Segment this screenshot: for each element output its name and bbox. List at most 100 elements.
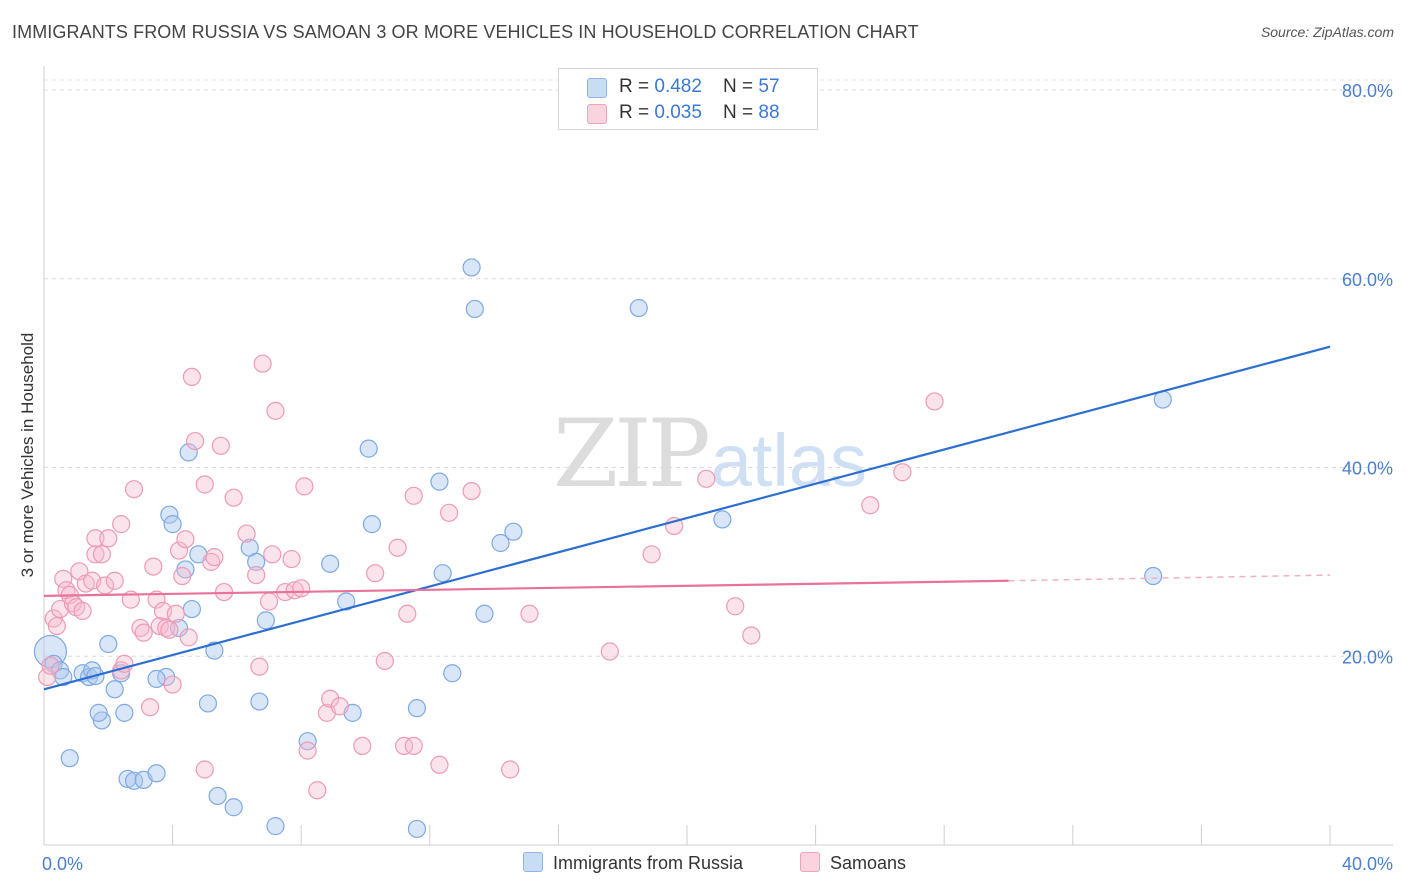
source-label: Source: ZipAtlas.com (1260, 24, 1394, 40)
point-samoa (394, 736, 414, 756)
legend-russia-r-label: R = (619, 76, 655, 97)
point-samoa (86, 545, 105, 564)
point-samoa (353, 736, 372, 756)
point-samoa (38, 667, 57, 687)
point-samoa (205, 548, 224, 567)
point-russia (147, 669, 166, 689)
legend-samoa-r-label: R = (619, 102, 655, 123)
point-samoa (195, 475, 214, 494)
point-samoa (147, 590, 166, 609)
point-russia (54, 667, 73, 687)
point-samoa (404, 736, 423, 756)
point-samoa (520, 604, 539, 623)
legend: R = 0.482 N = 57 R = 0.035 N = 88 (558, 68, 818, 130)
trendline-samoa (43, 579, 1009, 597)
point-samoa (173, 566, 192, 586)
point-samoa (169, 541, 189, 560)
point-samoa (140, 698, 160, 717)
point-russia (504, 522, 523, 541)
point-samoa (99, 529, 118, 548)
legend-swatch-russia (587, 78, 607, 98)
point-samoa (298, 741, 317, 760)
y-tick-label-60: 60.0% (1342, 270, 1393, 290)
point-samoa (462, 481, 481, 501)
legend-samoa-n-label: N = (723, 102, 759, 123)
point-russia (407, 819, 427, 839)
x-tick-label-0: 0.0% (42, 854, 83, 874)
point-russia (465, 299, 484, 319)
point-samoa (54, 569, 73, 588)
bottom-legend-swatch-samoa (800, 852, 820, 872)
point-samoa (195, 760, 214, 779)
point-samoa (259, 592, 279, 611)
point-samoa (321, 689, 340, 708)
point-russia (208, 786, 227, 806)
point-samoa (150, 616, 169, 636)
point-russia (433, 564, 452, 583)
point-samoa (105, 571, 124, 590)
point-samoa (247, 565, 266, 585)
point-samoa (404, 486, 423, 505)
x-tick-label-40: 40.0% (1342, 854, 1393, 874)
point-samoa (893, 463, 912, 482)
point-russia (298, 732, 317, 751)
point-samoa (86, 529, 105, 548)
legend-samoa-r-value: 0.035 (654, 102, 702, 123)
point-russia (179, 443, 198, 462)
point-russia (321, 554, 340, 573)
y-tick-label-80: 80.0% (1342, 81, 1393, 101)
point-samoa (430, 755, 449, 774)
point-samoa (211, 436, 230, 455)
point-russia (115, 703, 134, 722)
point-samoa (398, 604, 417, 623)
point-samoa (295, 477, 314, 496)
point-russia (250, 692, 269, 711)
point-russia (124, 771, 144, 790)
trendline-samoa-extension (1008, 574, 1331, 582)
point-russia (462, 258, 481, 277)
point-samoa (41, 656, 60, 675)
point-samoa (742, 626, 761, 645)
point-russia (89, 703, 108, 722)
point-samoa (224, 488, 243, 507)
legend-russia-r-value: 0.482 (654, 76, 702, 97)
point-russia (147, 764, 166, 783)
point-samoa (250, 657, 269, 676)
point-samoa (134, 623, 153, 642)
chart-title: IMMIGRANTS FROM RUSSIA VS SAMOAN 3 OR MO… (12, 22, 919, 42)
point-samoa (642, 545, 661, 564)
bottom-legend-swatch-russia (523, 852, 543, 872)
point-russia (99, 634, 118, 654)
point-russia (713, 510, 732, 529)
point-samoa (330, 697, 349, 716)
point-samoa (308, 781, 327, 800)
point-samoa (179, 628, 198, 647)
point-samoa (861, 496, 880, 515)
y-tick-label-20: 20.0% (1342, 647, 1393, 667)
point-russia (224, 798, 243, 817)
point-russia (163, 515, 182, 534)
point-samoa (73, 601, 92, 621)
point-samoa (176, 530, 195, 549)
point-russia (118, 769, 137, 789)
point-samoa (163, 675, 182, 694)
point-samoa (160, 620, 179, 639)
y-tick-label-40: 40.0% (1342, 459, 1393, 479)
point-samoa (292, 579, 311, 598)
trendline-russia (43, 345, 1331, 691)
point-samoa (285, 581, 304, 600)
bottom-legend-russia: Immigrants from Russia (523, 852, 743, 874)
point-samoa (157, 618, 176, 638)
legend-russia-n-value: 57 (758, 76, 780, 97)
point-samoa (186, 431, 205, 451)
point-samoa (366, 564, 385, 583)
point-samoa (253, 354, 272, 373)
point-samoa (375, 651, 394, 671)
point-russia (359, 439, 378, 458)
point-samoa (112, 515, 131, 534)
bottom-legend-russia-label: Immigrants from Russia (553, 853, 744, 873)
point-russia (198, 694, 218, 713)
point-russia (1144, 566, 1163, 586)
point-russia (443, 664, 462, 683)
